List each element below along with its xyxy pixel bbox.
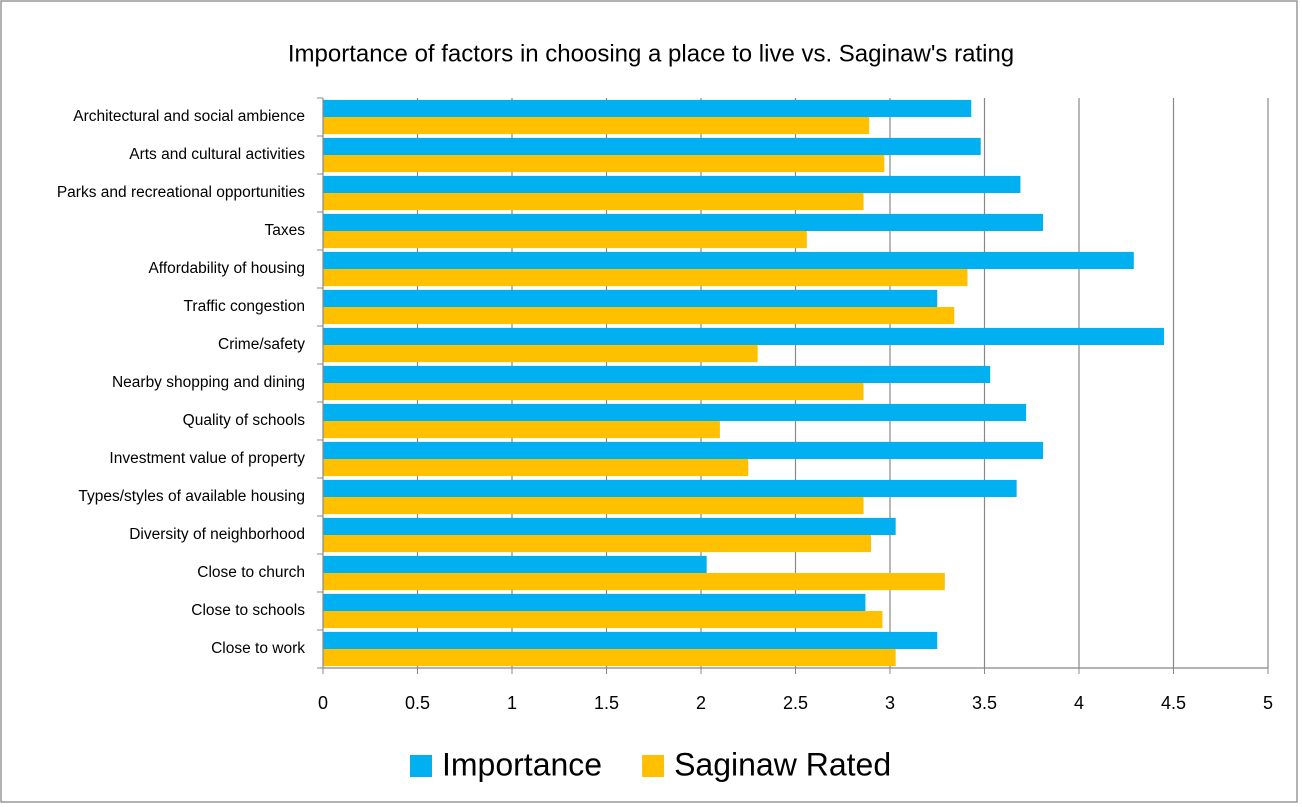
bar xyxy=(323,383,864,401)
bar xyxy=(323,459,749,477)
x-tick-label: 5 xyxy=(1263,693,1273,713)
bar xyxy=(323,631,938,649)
chart-title: Importance of factors in choosing a plac… xyxy=(288,40,1014,67)
bar xyxy=(323,213,1044,231)
bar xyxy=(323,649,896,667)
bar xyxy=(323,517,896,535)
bar xyxy=(323,307,955,325)
bar xyxy=(323,345,758,363)
y-tick-label: Investment value of property xyxy=(109,450,305,467)
y-tick-label: Quality of schools xyxy=(183,412,306,429)
bar xyxy=(323,421,720,439)
y-tick-label: Architectural and social ambience xyxy=(73,108,305,125)
bar xyxy=(323,251,1134,269)
bar xyxy=(323,365,991,383)
legend-label: Importance xyxy=(442,746,602,782)
bar xyxy=(323,555,707,573)
bar xyxy=(323,497,864,515)
x-tick-label: 2 xyxy=(696,693,706,713)
y-tick-label: Parks and recreational opportunities xyxy=(57,184,305,201)
bar xyxy=(323,231,807,249)
bar xyxy=(323,327,1165,345)
y-tick-label: Types/styles of available housing xyxy=(78,488,305,505)
bar xyxy=(323,593,866,611)
y-tick-label: Arts and cultural activities xyxy=(129,146,305,163)
x-tick-label: 3.5 xyxy=(972,693,997,713)
bar xyxy=(323,573,945,591)
bar xyxy=(323,117,870,135)
bar xyxy=(323,193,864,211)
legend-swatch xyxy=(642,755,665,777)
x-tick-label: 3 xyxy=(885,693,895,713)
y-tick-label: Close to schools xyxy=(191,602,305,619)
legend-label: Saginaw Rated xyxy=(674,746,891,782)
bar xyxy=(323,535,872,553)
bar xyxy=(323,611,883,629)
y-tick-label: Taxes xyxy=(265,222,306,239)
x-tick-label: 4.5 xyxy=(1161,693,1186,713)
bar xyxy=(323,479,1017,497)
y-tick-label: Traffic congestion xyxy=(184,298,305,315)
x-tick-label: 0.5 xyxy=(405,693,430,713)
y-tick-label: Affordability of housing xyxy=(148,260,305,277)
bar xyxy=(323,99,972,117)
bar xyxy=(323,403,1027,421)
bar xyxy=(323,137,981,155)
x-tick-label: 1.5 xyxy=(594,693,619,713)
x-tick-label: 4 xyxy=(1074,693,1084,713)
y-tick-label: Close to work xyxy=(211,640,305,657)
x-tick-label: 2.5 xyxy=(783,693,808,713)
y-tick-label: Nearby shopping and dining xyxy=(112,374,305,391)
bar xyxy=(323,441,1044,459)
x-tick-label: 0 xyxy=(318,693,328,713)
x-tick-label: 1 xyxy=(507,693,517,713)
bar xyxy=(323,175,1021,193)
y-tick-label: Diversity of neighborhood xyxy=(129,526,305,543)
legend-swatch xyxy=(410,755,432,777)
bar xyxy=(323,289,938,307)
bar xyxy=(323,269,968,287)
bar xyxy=(323,155,885,173)
y-tick-label: Close to church xyxy=(197,564,305,581)
y-tick-label: Crime/safety xyxy=(218,336,305,353)
